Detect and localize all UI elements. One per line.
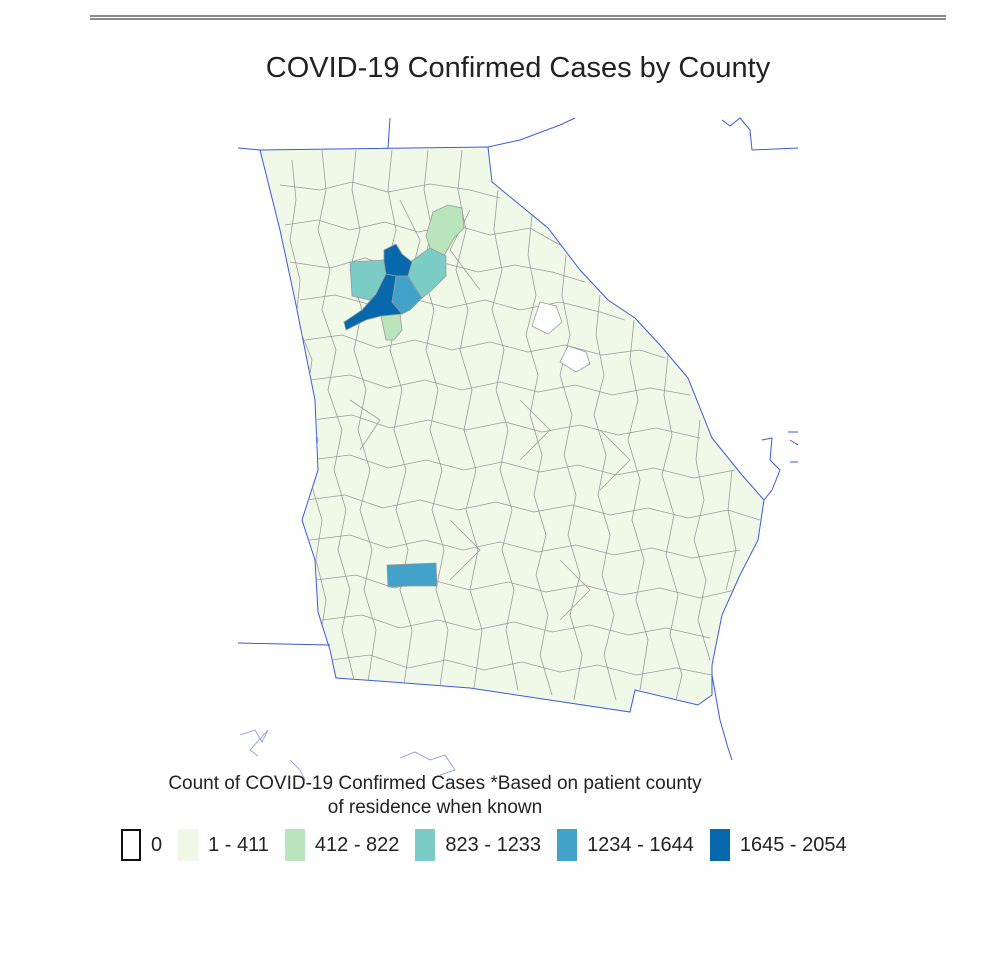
legend-swatch-0: [121, 829, 141, 861]
legend-title-line1: Count of COVID-19 Confirmed Cases *Based…: [168, 773, 702, 794]
legend-swatch-5: [709, 829, 730, 861]
legend-item-3[interactable]: 823 - 1233: [415, 829, 541, 861]
county-bin-412-822[interactable]: [425, 204, 465, 257]
legend-item-0[interactable]: 0: [121, 829, 162, 861]
legend-item-5[interactable]: 1645 - 2054: [709, 829, 847, 861]
legend-label-4: 1234 - 1644: [587, 833, 694, 856]
legend-item-1[interactable]: 1 - 411: [178, 829, 269, 861]
legend-title: Count of COVID-19 Confirmed Cases *Based…: [120, 772, 750, 820]
county-bin-1234-1644[interactable]: [386, 562, 438, 588]
legend-item-2[interactable]: 412 - 822: [284, 829, 400, 861]
legend-swatch-2: [284, 829, 305, 861]
top-divider: [90, 15, 946, 20]
legend-label-3: 823 - 1233: [445, 833, 542, 856]
county-zero-cases[interactable]: [559, 345, 591, 373]
legend-label-5: 1645 - 2054: [739, 833, 847, 856]
county-bin-1645-2054[interactable]: [383, 243, 413, 277]
legend-item-4[interactable]: 1234 - 1644: [557, 829, 694, 861]
legend-swatch-1: [178, 829, 199, 861]
county-bin-1645-2054[interactable]: [343, 273, 403, 331]
map-title: COVID-19 Confirmed Cases by County: [265, 52, 771, 84]
coastline-detail: [239, 729, 456, 781]
county-zero-cases[interactable]: [531, 301, 563, 335]
legend-label-2: 412 - 822: [314, 833, 400, 856]
georgia-state-fill: [259, 146, 765, 713]
legend-swatch-4: [557, 829, 578, 861]
legend-title-line2: of residence when known: [327, 797, 543, 818]
legend-label-0: 0: [151, 833, 163, 856]
legend-swatch-3: [415, 829, 436, 861]
legend-label-1: 1 - 411: [208, 833, 269, 856]
legend: 0 1 - 411 412 - 822 823 - 1233 1234 - 16…: [121, 826, 863, 864]
neighbor-state-lines: [237, 117, 799, 761]
